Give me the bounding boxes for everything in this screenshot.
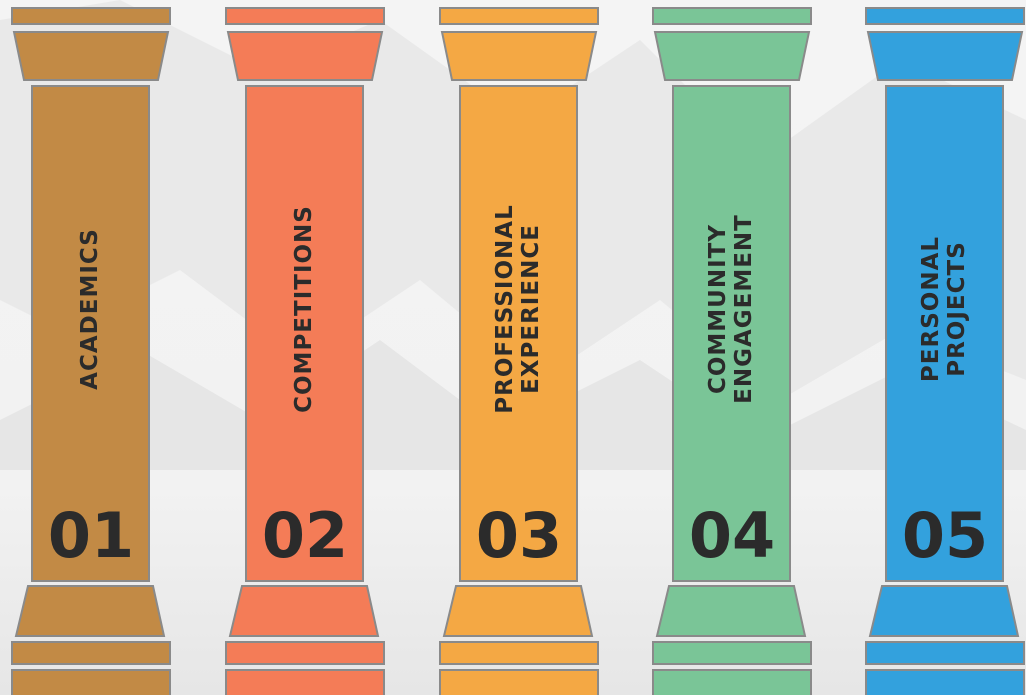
- pillar-label: PERSONAL PROJECTS: [889, 169, 999, 449]
- pillar-number: 05: [901, 499, 989, 572]
- pillar-base-step: [225, 641, 385, 665]
- pillar-number: 03: [475, 499, 563, 572]
- pillar-number: 01: [47, 499, 135, 572]
- pillar-shaft: [885, 85, 1004, 582]
- pillar-label-line: ENGAGEMENT: [731, 214, 757, 404]
- pillar-number: 02: [261, 499, 349, 572]
- pillar-top-capital: [226, 31, 384, 81]
- pillar-top-cap: [225, 7, 385, 25]
- pillar-base-plinth: [14, 585, 166, 637]
- pillar-label-line: PERSONAL: [918, 235, 944, 383]
- pillar-base-plinth: [228, 585, 380, 637]
- pillar-base-foot: [11, 669, 171, 695]
- pillar-top-capital: [12, 31, 170, 81]
- pillar-label-line: EXPERIENCE: [518, 224, 544, 394]
- pillar-label-line: ACADEMICS: [77, 228, 103, 390]
- pillar-3: PROFESSIONAL EXPERIENCE 03: [438, 0, 618, 695]
- pillar-top-cap: [439, 7, 599, 25]
- pillar-number: 04: [688, 499, 776, 572]
- pillar-base-foot: [225, 669, 385, 695]
- pillar-base-foot: [865, 669, 1025, 695]
- pillar-label-line: COMPETITIONS: [291, 205, 317, 413]
- pillar-shape: [865, 7, 1025, 695]
- pillar-shape: [225, 7, 385, 695]
- pillar-base-plinth: [655, 585, 807, 637]
- pillar-label: COMPETITIONS: [249, 169, 359, 449]
- pillar-label: ACADEMICS: [35, 169, 145, 449]
- pillar-4: COMMUNITY ENGAGEMENT 04: [651, 0, 831, 695]
- pillar-1: ACADEMICS 01: [10, 0, 190, 695]
- pillar-shaft: [31, 85, 150, 582]
- pillar-base-step: [11, 641, 171, 665]
- pillar-shape: [439, 7, 599, 695]
- pillar-label-line: PROFESSIONAL: [492, 204, 518, 414]
- pillar-label: PROFESSIONAL EXPERIENCE: [463, 169, 573, 449]
- pillar-base-step: [865, 641, 1025, 665]
- pillar-base-plinth: [868, 585, 1020, 637]
- pillar-shape: [652, 7, 812, 695]
- pillar-shaft: [245, 85, 364, 582]
- pillar-top-capital: [653, 31, 811, 81]
- pillar-top-capital: [866, 31, 1024, 81]
- pillar-base-plinth: [442, 585, 594, 637]
- pillar-top-cap: [865, 7, 1025, 25]
- pillar-label: COMMUNITY ENGAGEMENT: [676, 169, 786, 449]
- pillar-shape: [11, 7, 171, 695]
- pillar-top-capital: [440, 31, 598, 81]
- pillar-base-foot: [652, 669, 812, 695]
- pillar-shaft: [672, 85, 791, 582]
- pillar-base-step: [439, 641, 599, 665]
- pillar-2: COMPETITIONS 02: [224, 0, 404, 695]
- pillar-label-line: PROJECTS: [944, 241, 970, 377]
- pillar-base-step: [652, 641, 812, 665]
- pillar-shaft: [459, 85, 578, 582]
- pillar-5: PERSONAL PROJECTS 05: [864, 0, 1026, 695]
- pillar-base-foot: [439, 669, 599, 695]
- pillar-label-line: COMMUNITY: [705, 223, 731, 395]
- pillar-top-cap: [652, 7, 812, 25]
- pillar-top-cap: [11, 7, 171, 25]
